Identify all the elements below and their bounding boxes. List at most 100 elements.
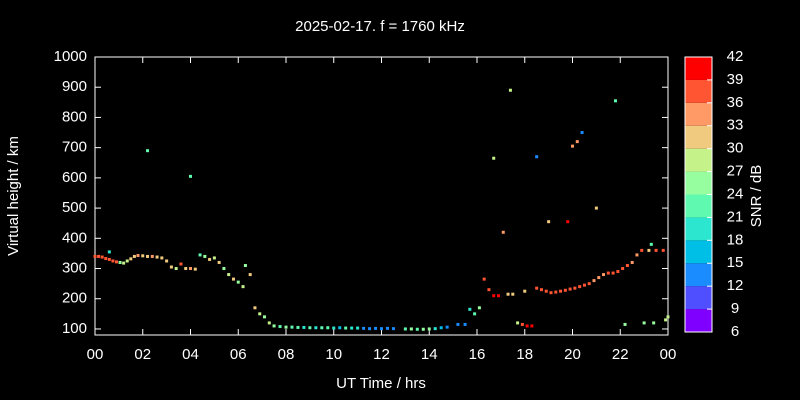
data-point — [222, 267, 226, 271]
data-point — [165, 259, 169, 263]
data-point — [575, 140, 579, 144]
colorbar-block — [685, 125, 712, 149]
data-point — [563, 288, 567, 292]
data-point — [278, 325, 282, 329]
data-point — [606, 271, 610, 275]
x-tick-label: 10 — [325, 346, 342, 363]
data-point — [635, 253, 639, 257]
y-tick-label: 100 — [62, 320, 87, 337]
chart-title: 2025-02-17. f = 1760 kHz — [295, 18, 465, 35]
colorbar-block — [685, 286, 712, 310]
colorbar-tick-label: 21 — [727, 208, 744, 225]
colorbar-tick-label: 24 — [727, 185, 744, 202]
x-tick-label: 16 — [469, 346, 486, 363]
data-point — [198, 253, 202, 257]
x-tick-label: 20 — [564, 346, 581, 363]
data-point — [374, 326, 378, 330]
data-point — [409, 327, 413, 331]
colorbar-block — [685, 194, 712, 218]
data-point — [664, 318, 668, 322]
data-point — [530, 324, 534, 328]
data-point — [258, 312, 262, 316]
data-point — [332, 326, 336, 330]
data-point — [150, 254, 154, 258]
data-point — [649, 242, 653, 246]
data-point — [421, 327, 425, 331]
data-point — [208, 257, 212, 261]
x-tick-label: 12 — [373, 346, 390, 363]
y-tick-label: 600 — [62, 169, 87, 186]
data-point — [107, 250, 111, 254]
data-point — [508, 88, 512, 92]
colorbar-tick-label: 30 — [727, 140, 744, 157]
data-point — [539, 288, 543, 292]
data-point — [544, 289, 548, 293]
data-point — [385, 326, 389, 330]
data-point — [580, 131, 584, 135]
data-point — [501, 230, 505, 234]
data-point — [456, 322, 460, 326]
data-point — [350, 326, 354, 330]
data-point — [326, 326, 330, 330]
data-point — [203, 254, 207, 258]
colorbar-tick-label: 39 — [727, 71, 744, 88]
x-tick-label: 00 — [87, 346, 104, 363]
data-point — [559, 289, 563, 293]
data-point — [362, 326, 366, 330]
data-point — [227, 273, 231, 277]
data-point — [193, 267, 197, 271]
y-tick-label: 900 — [62, 78, 87, 95]
data-point — [492, 156, 496, 160]
data-point — [445, 325, 449, 329]
data-point — [433, 327, 437, 331]
data-point — [129, 257, 133, 261]
data-point — [93, 254, 97, 258]
data-point — [391, 327, 395, 331]
data-point — [122, 261, 126, 265]
data-point — [535, 286, 539, 290]
y-tick-label: 300 — [62, 259, 87, 276]
data-point — [439, 326, 443, 330]
data-point — [652, 321, 656, 325]
data-point — [647, 248, 651, 252]
data-point — [582, 283, 586, 287]
x-tick-label: 04 — [182, 346, 199, 363]
data-point — [487, 288, 491, 292]
colorbar-block — [685, 148, 712, 172]
data-point — [241, 285, 245, 289]
data-point — [100, 255, 104, 259]
data-point — [107, 257, 111, 261]
colorbar-tick-label: 36 — [727, 94, 744, 111]
data-point — [630, 260, 634, 264]
data-point — [473, 312, 477, 316]
data-point — [290, 325, 294, 329]
x-tick-label: 08 — [278, 346, 295, 363]
data-point — [427, 327, 431, 331]
data-point — [308, 326, 312, 330]
colorbar-tick-label: 42 — [727, 48, 744, 65]
colorbar-block — [685, 79, 712, 103]
data-point — [666, 315, 670, 319]
colorbar-label: SNR / dB — [748, 165, 765, 228]
data-point — [492, 294, 496, 298]
data-point — [146, 254, 150, 258]
data-point — [602, 273, 606, 277]
colorbar-tick-label: 27 — [727, 163, 744, 180]
data-point — [320, 326, 324, 330]
data-point — [592, 279, 596, 283]
data-point — [568, 287, 572, 291]
data-point — [640, 248, 644, 252]
data-point — [114, 260, 118, 264]
data-point — [535, 155, 539, 159]
data-point — [302, 325, 306, 329]
colorbar-tick-label: 9 — [731, 300, 739, 317]
data-point — [253, 306, 257, 310]
data-point — [549, 291, 553, 295]
x-tick-label: 14 — [421, 346, 438, 363]
data-point — [263, 315, 267, 319]
y-tick-label: 200 — [62, 290, 87, 307]
data-point — [132, 254, 136, 258]
data-point — [136, 254, 140, 258]
data-point — [578, 285, 582, 289]
